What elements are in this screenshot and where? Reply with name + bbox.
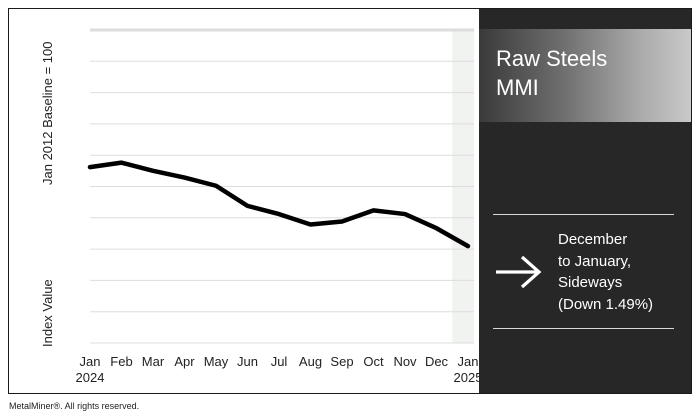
x-tick-label: Jul	[271, 354, 288, 369]
x-tick-label: Oct	[363, 354, 384, 369]
trend-summary-line: (Down 1.49%)	[558, 295, 654, 313]
x-tick-label: Jan	[458, 354, 479, 369]
index-title-line-2: MMI	[496, 75, 539, 100]
divider-bottom	[493, 328, 674, 329]
x-tick-label: Sep	[330, 354, 353, 369]
x-tick-label: Aug	[299, 354, 322, 369]
x-tick-label: Apr	[174, 354, 195, 369]
trend-summary: December to January, Sideways (Down 1.49…	[558, 229, 653, 315]
series-line	[87, 160, 471, 249]
x-tick-label: Jun	[237, 354, 258, 369]
chart-frame: Jan Feb Mar Apr May Jun Jul Aug Sep Oct Nov Dec Jan 2…	[8, 8, 692, 394]
x-tick-label: Dec	[425, 354, 449, 369]
x-tick-label: Jan	[80, 354, 101, 369]
trend-summary-line: Sideways	[558, 274, 623, 291]
y-axis-label-top: Jan 2012 Baseline = 100	[40, 41, 55, 185]
right-arrow-icon	[496, 255, 542, 289]
x-tick-label: May	[204, 354, 229, 369]
divider-top	[493, 214, 674, 215]
trend-summary-line: to January,	[558, 252, 632, 270]
year-label: 2024	[76, 370, 105, 385]
summary-panel: Raw Steels MMI December to January, Side…	[479, 9, 691, 393]
x-tick-label: Feb	[110, 354, 132, 369]
x-tick-label: Nov	[393, 354, 417, 369]
year-label: 2025	[454, 370, 479, 385]
trend-summary-line: December	[558, 231, 628, 248]
y-axis-label-bottom: Index Value	[40, 279, 55, 347]
index-title-box: Raw Steels MMI	[479, 29, 691, 122]
x-tick-label: Mar	[142, 354, 165, 369]
copyright-footer: MetalMiner®. All rights reserved.	[9, 401, 140, 411]
index-title-line-1: Raw Steels	[496, 46, 608, 71]
line-chart: Jan Feb Mar Apr May Jun Jul Aug Sep Oct Nov Dec Jan2…	[76, 28, 479, 385]
chart-area: Jan Feb Mar Apr May Jun Jul Aug Sep Oct Nov Dec Jan 2…	[9, 9, 479, 393]
